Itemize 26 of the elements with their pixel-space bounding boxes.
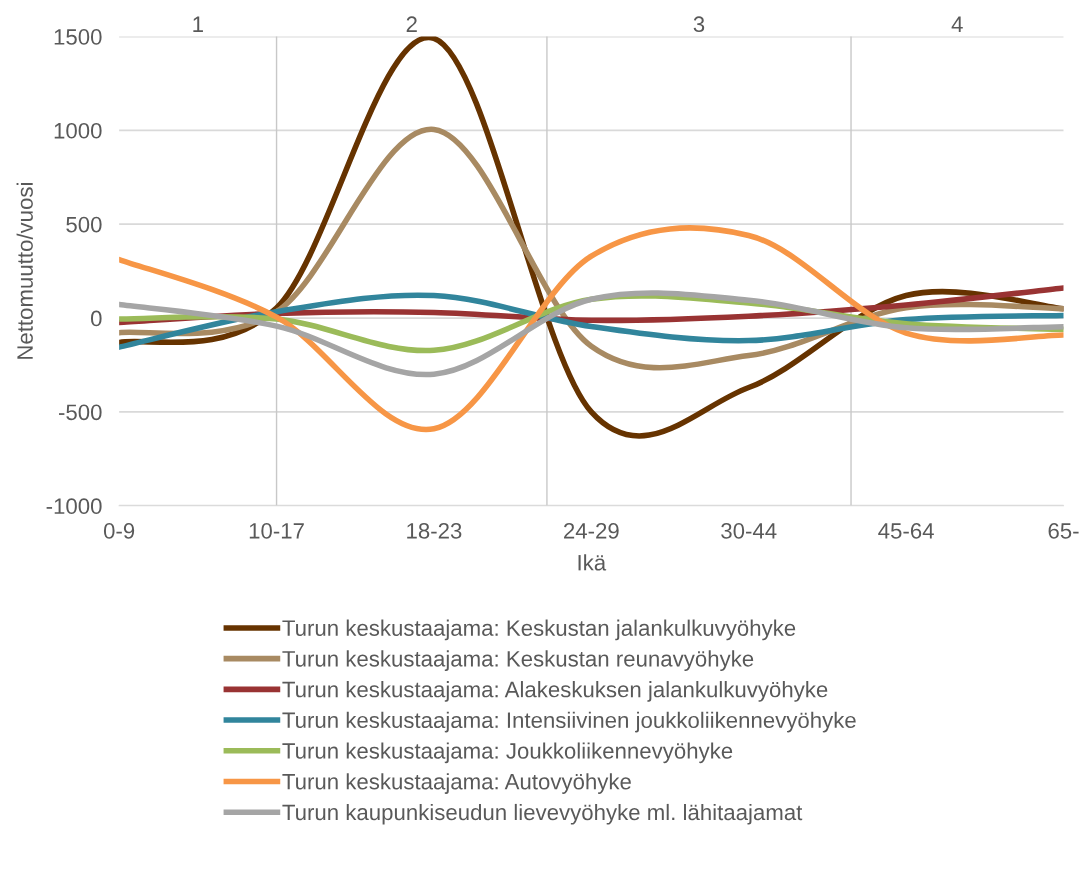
text: 1 — [193, 16, 203, 32]
legend-label: Turun keskustaajama: Keskustan jalankulkuvyöhyke — [282, 619, 796, 641]
y-tick-label: 1000 — [54, 122, 102, 139]
legend-label: Turun keskustaajama: Alakeskuksen jalankulkuvyöhyke — [282, 681, 828, 702]
y-tick-label: -500 — [58, 404, 102, 421]
legend-label: Turun keskustaajama: Keskustan reunavyöhyke — [282, 650, 754, 672]
legend-label: Turun keskustaajama: Intensiivinen joukkoliikennevyöhyke — [282, 711, 856, 733]
text: 3 — [693, 16, 705, 33]
x-tick-label: 18-23 — [407, 523, 462, 539]
x-tick-label: 45-64 — [878, 523, 934, 539]
y-tick-label: 500 — [66, 216, 102, 233]
x-tick-label: 30-44 — [721, 523, 777, 539]
legend-label: Turun keskustaajama: Joukkoliikennevyöhyke — [282, 742, 733, 764]
legend-label: Turun kaupunkiseudun lievevyöhyke ml. lähitaajamat — [282, 803, 803, 825]
text: 2 — [406, 16, 417, 32]
x-tick-label: 65- — [1048, 523, 1079, 539]
x-axis-title: Ikä — [578, 554, 607, 571]
y-tick-label: 1500 — [54, 29, 102, 45]
y-axis-title: Nettomuutto/vuosi — [16, 183, 33, 359]
y-tick-label: 0 — [90, 310, 102, 327]
text: 4 — [951, 16, 963, 32]
y-tick-label: -1000 — [46, 498, 102, 515]
x-tick-label: 24-29 — [564, 523, 619, 539]
x-tick-label: 0-9 — [103, 523, 135, 539]
legend-label: Turun keskustaajama: Autovyöhyke — [282, 773, 631, 794]
x-tick-label: 10-17 — [249, 523, 304, 539]
